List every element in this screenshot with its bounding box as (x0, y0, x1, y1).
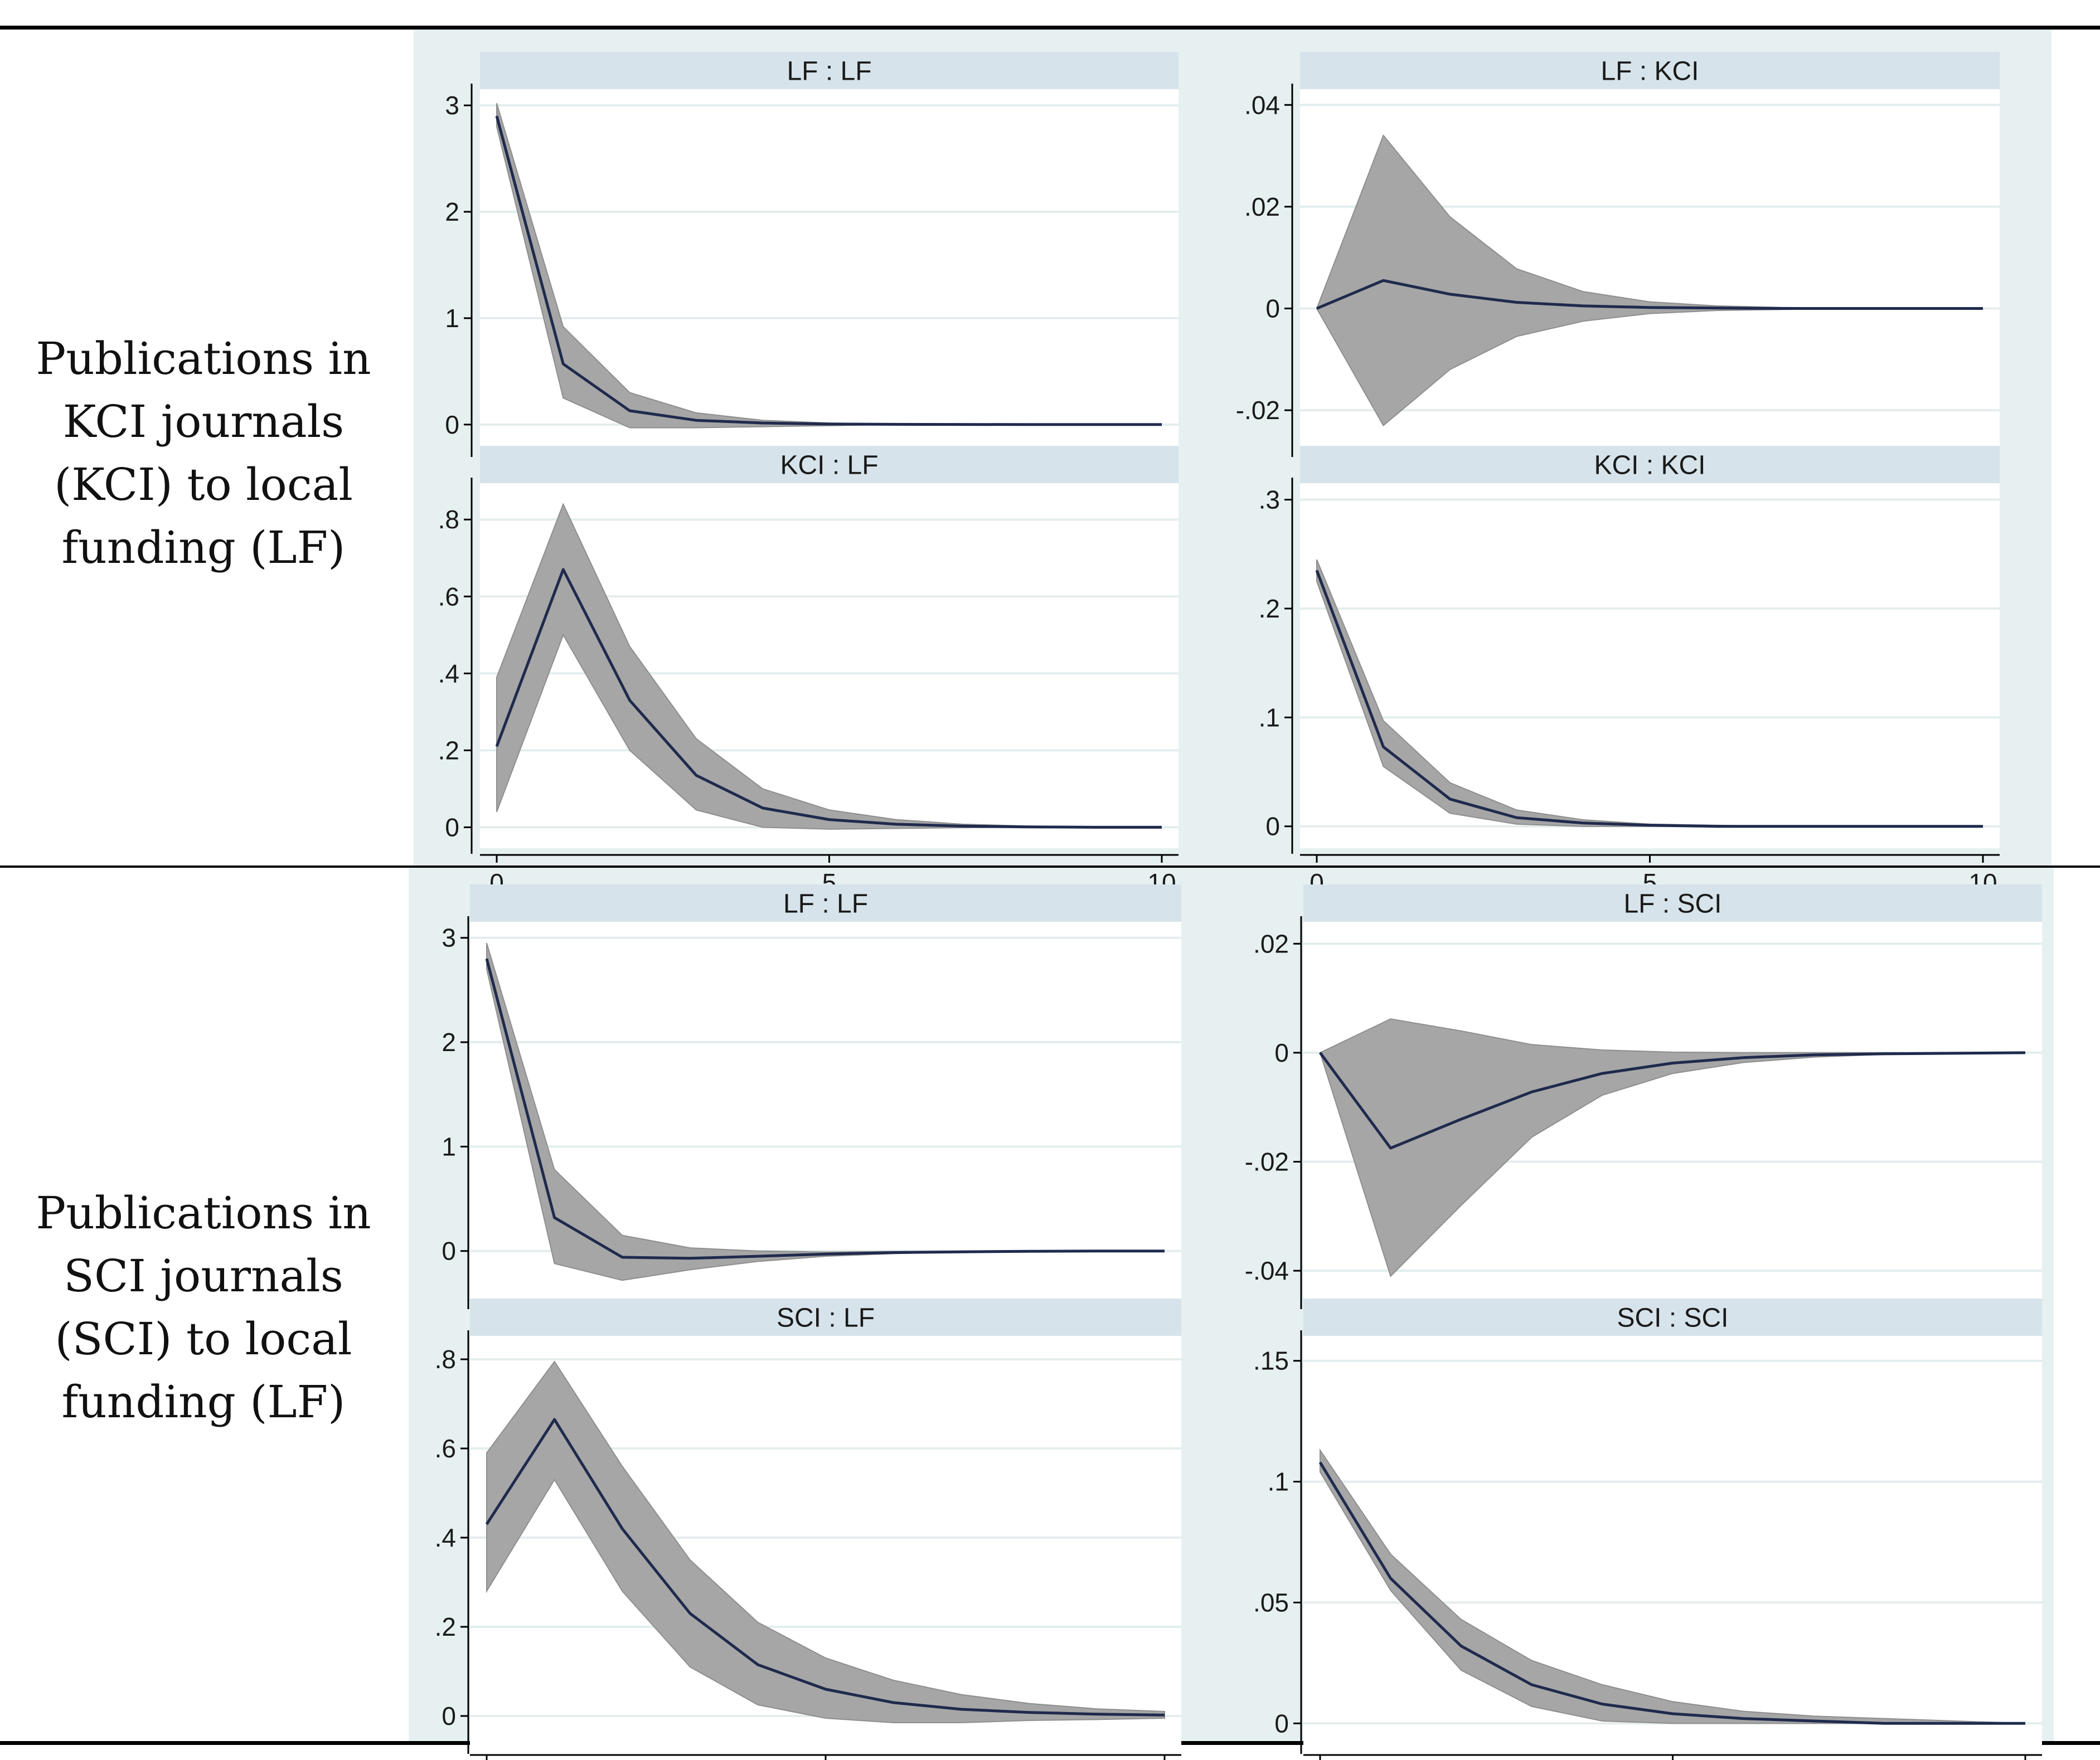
section-label-line: Publications in (36, 333, 371, 385)
y-tick-label: 0 (442, 1237, 456, 1266)
y-tick-label: -.04 (1245, 1256, 1289, 1285)
y-tick-label: .6 (438, 582, 459, 611)
y-tick-label: .1 (1259, 703, 1280, 732)
y-tick-label: 0 (1274, 1038, 1289, 1067)
y-tick-label: .1 (1268, 1467, 1289, 1496)
panel-title: SCI : LF (777, 1304, 875, 1333)
irf-line (1318, 1051, 2026, 1150)
section-label-kci: Publications in KCI journals (KCI) to lo… (0, 327, 407, 579)
panel-header (480, 446, 1178, 483)
irf-line (1316, 279, 1983, 310)
y-tick-label: -.02 (1236, 396, 1280, 425)
y-tick-label: 0 (445, 813, 459, 842)
confidence-band (486, 1360, 1165, 1723)
y-tick-label: .02 (1253, 929, 1289, 958)
irf-line (1315, 570, 1983, 828)
table-top-rule (0, 26, 2100, 30)
irf-line (1318, 1461, 2025, 1725)
chart-kci-kci-lf: KCI : LF0.2.4.6.80 5 10 (438, 446, 1178, 897)
panel-header (1300, 52, 2000, 89)
panel-title: KCI : KCI (1594, 451, 1705, 480)
panel-header (470, 884, 1181, 922)
panel-title: LF : LF (787, 57, 871, 86)
y-tick-label: -.02 (1245, 1148, 1289, 1176)
y-tick-label: 1 (445, 304, 459, 333)
y-tick-label: 0 (445, 410, 459, 439)
y-tick-label: .3 (1259, 485, 1280, 514)
y-tick-label: .8 (438, 505, 459, 534)
section-label-line: (KCI) to local (54, 459, 353, 511)
panel-title: SCI : SCI (1617, 1304, 1728, 1333)
y-tick-label: .2 (1259, 594, 1280, 623)
plot-area (1303, 1336, 2042, 1748)
section-label-line: KCI journals (62, 396, 345, 448)
panel-header (1300, 446, 2000, 483)
y-tick-label: 0 (442, 1701, 456, 1730)
plot-area (1300, 483, 2000, 848)
y-tick-label: .6 (435, 1434, 456, 1463)
irf-line (495, 115, 1162, 426)
y-tick-label: 0 (1274, 1709, 1289, 1738)
y-tick-label: 1 (442, 1132, 456, 1161)
chart-kci-lf-kci: LF : KCI -.02 0 .02 .04 (1236, 52, 2000, 457)
section-label-line: Publications in (36, 1187, 371, 1239)
panel-header (1303, 1299, 2042, 1336)
section-label-sci: Publications in SCI journals (SCI) to lo… (0, 1182, 407, 1433)
chart-sci-lf-sci: LF : SCI -.04 -.02 0 .02 (1245, 884, 2042, 1309)
y-tick-label: .4 (438, 659, 459, 688)
y-tick-label: 3 (445, 91, 459, 120)
y-tick-label: .2 (438, 736, 459, 765)
y-tick-label: .2 (435, 1612, 456, 1641)
irf-line (485, 1418, 1165, 1717)
y-tick-label: .05 (1253, 1588, 1289, 1617)
y-tick-label: 0 (1265, 812, 1280, 841)
panel-title: LF : SCI (1623, 889, 1721, 919)
y-tick-label: .8 (435, 1345, 456, 1374)
panel-header (480, 52, 1178, 89)
panel-title: KCI : LF (780, 451, 878, 480)
panel-header (1303, 884, 2042, 922)
y-tick-label: 3 (442, 923, 456, 952)
y-tick-label: .15 (1253, 1346, 1289, 1375)
confidence-band (1316, 134, 1983, 427)
section-label-line: (SCI) to local (55, 1313, 352, 1365)
y-tick-label: 2 (445, 197, 459, 226)
section-label-line: funding (LF) (61, 1376, 346, 1428)
y-tick-label: .04 (1244, 90, 1280, 119)
section-label-line: SCI journals (64, 1250, 343, 1302)
panel-title: LF : KCI (1601, 57, 1699, 86)
y-tick-label: 0 (1265, 294, 1280, 323)
panel-title: LF : LF (783, 889, 868, 919)
chart-kci-lf-lf: LF : LF 0 1 2 3 (445, 52, 1178, 457)
y-tick-label: 2 (442, 1028, 456, 1057)
y-tick-label: .02 (1244, 192, 1280, 221)
section-label-line: funding (LF) (61, 522, 346, 573)
table-mid-rule (0, 866, 2100, 868)
chart-sci-lf-lf: LF : LF 0 1 2 3 (442, 884, 1181, 1309)
y-tick-label: .4 (435, 1523, 456, 1552)
irf-line (485, 958, 1165, 1260)
panel-header (470, 1299, 1181, 1336)
irf-line (495, 568, 1162, 829)
